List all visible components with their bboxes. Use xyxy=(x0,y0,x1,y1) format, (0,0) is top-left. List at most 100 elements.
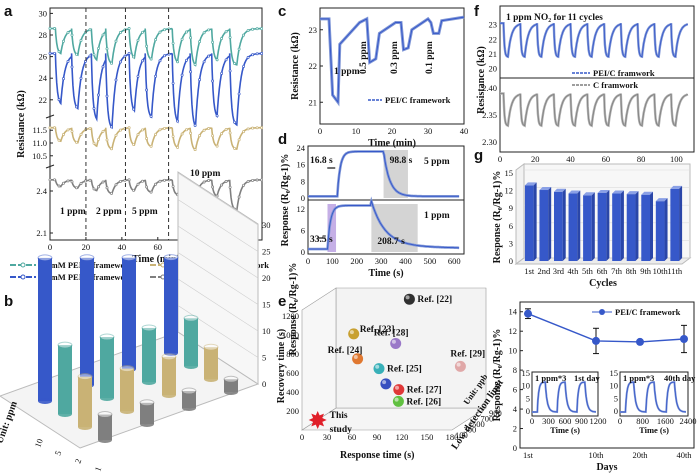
ref-point-highlight xyxy=(405,295,410,300)
data-point xyxy=(251,53,255,57)
data-point xyxy=(92,187,96,191)
inset-1st-day: 1st day xyxy=(574,373,600,383)
bar xyxy=(626,194,636,261)
data-point xyxy=(127,27,131,30)
data-point xyxy=(79,39,83,42)
data-point xyxy=(132,55,135,59)
data-point xyxy=(97,46,100,50)
ref-label: Ref. [22] xyxy=(417,295,452,305)
data-point xyxy=(251,126,255,130)
c-series-core xyxy=(500,93,688,127)
bar-top xyxy=(597,189,610,193)
z-tick-label: 30 xyxy=(262,220,271,230)
inset-1st-x-tick: 1200 xyxy=(590,416,607,426)
y-axis-label: Response (R₀/Rg-1)% xyxy=(492,171,503,264)
x-tick-label: 90 xyxy=(373,432,382,442)
bar xyxy=(182,391,196,408)
y-tick-label: 3 xyxy=(509,238,513,248)
y-axis-label: Recovery time (s) xyxy=(276,329,287,403)
y-axis-label: Resistance (kΩ) xyxy=(476,46,487,114)
z-axis-label: Response (R₀/Rg-1)% xyxy=(288,263,299,356)
data-point xyxy=(105,138,109,142)
data-point xyxy=(141,179,144,183)
data-point xyxy=(70,65,74,69)
data-point xyxy=(158,179,162,183)
ref-label: Ref. [26] xyxy=(406,397,441,407)
bar xyxy=(98,414,112,440)
bar-top xyxy=(670,185,683,189)
data-point xyxy=(163,28,166,32)
inset-1st-line-core xyxy=(532,381,596,413)
inset-1st-x-tick: 900 xyxy=(575,416,588,426)
inset-40th-y-tick: 15 xyxy=(610,368,619,378)
x-tick-label: 60 xyxy=(348,432,357,442)
y-tick-label: 12 xyxy=(505,186,514,196)
y-tick-label: 400 xyxy=(286,387,299,397)
category-label: 1 xyxy=(92,465,103,472)
data-point xyxy=(211,134,215,138)
ref-label: Ref. [25] xyxy=(387,365,422,375)
panel-label-d: d xyxy=(278,131,287,148)
ref-point-highlight xyxy=(375,364,380,369)
data-point xyxy=(202,180,206,184)
z-tick-label: 100 xyxy=(455,430,468,440)
data-point xyxy=(185,128,188,132)
data-point xyxy=(158,30,162,34)
bar-base xyxy=(162,392,176,398)
data-point xyxy=(193,63,197,66)
data-point xyxy=(185,30,188,34)
inset-1st-x-tick: 600 xyxy=(559,416,572,426)
bar-side xyxy=(533,182,537,261)
panel-label-b: b xyxy=(4,293,13,310)
data-point xyxy=(207,179,211,182)
pei-series-core xyxy=(500,22,688,58)
concentration-label: 0.1 ppm xyxy=(425,41,435,74)
x-tick-label: 600 xyxy=(448,256,461,266)
panel-g-chart: 0 3 6 9 12 15 1st 2nd 3rd 4th 5th 6th 7th 8th 9th 10th 1… xyxy=(492,163,692,289)
y-tick-label: 200 xyxy=(286,406,299,416)
x-axis-label: Response time (s) xyxy=(340,450,414,461)
x-tick-label: 20 xyxy=(82,242,91,252)
category-label: 11th xyxy=(667,266,683,276)
ref-point-highlight xyxy=(391,339,396,344)
y-tick-label: 2 xyxy=(513,424,517,434)
data-point xyxy=(136,182,140,186)
y-tick-label: 23 xyxy=(309,25,318,35)
z-tick-label: 25 xyxy=(262,247,271,257)
y-axis-label: Resistance (kΩ) xyxy=(16,90,27,158)
data-point xyxy=(123,54,127,58)
bar-top xyxy=(181,387,197,395)
data-point xyxy=(242,64,246,68)
inset-40th-label: 1 ppm*3 xyxy=(623,373,654,383)
concentration-label: 1 ppm xyxy=(334,67,360,77)
data-point xyxy=(53,178,56,182)
category-label: 5th xyxy=(582,266,594,276)
x-axis-label: Days xyxy=(596,462,617,473)
data-point xyxy=(145,185,149,189)
z-tick-label: 0 xyxy=(262,379,266,389)
data-point xyxy=(171,41,175,45)
inset-40th-x-tick: 2400 xyxy=(680,416,697,426)
bar-top xyxy=(97,411,113,419)
recovery-time-label: 98.8 s xyxy=(390,156,413,166)
data-point xyxy=(92,107,96,110)
inset-40th-line-core xyxy=(620,381,686,413)
side-wall xyxy=(301,287,337,431)
y-tick-label: 12 xyxy=(297,204,306,214)
data-point xyxy=(92,53,96,57)
bar-base xyxy=(78,424,92,430)
bar-base xyxy=(38,398,52,404)
y-axis-label: Resistance (kΩ) xyxy=(290,32,301,100)
category-label: 4th xyxy=(567,266,579,276)
data-point xyxy=(163,126,166,130)
z-tick-label: 500 xyxy=(472,419,485,429)
data-point xyxy=(127,178,131,182)
y-axis-label: Response (R₀/Rg-1)% xyxy=(492,329,503,422)
data-point xyxy=(228,185,232,189)
bar xyxy=(120,368,134,411)
ref-label: Ref. [29] xyxy=(450,349,485,359)
x-tick-label: 40 xyxy=(460,126,469,136)
category-label: 20th xyxy=(632,450,648,460)
data-point xyxy=(149,144,153,148)
concentration-label: 10 ppm xyxy=(190,169,220,179)
